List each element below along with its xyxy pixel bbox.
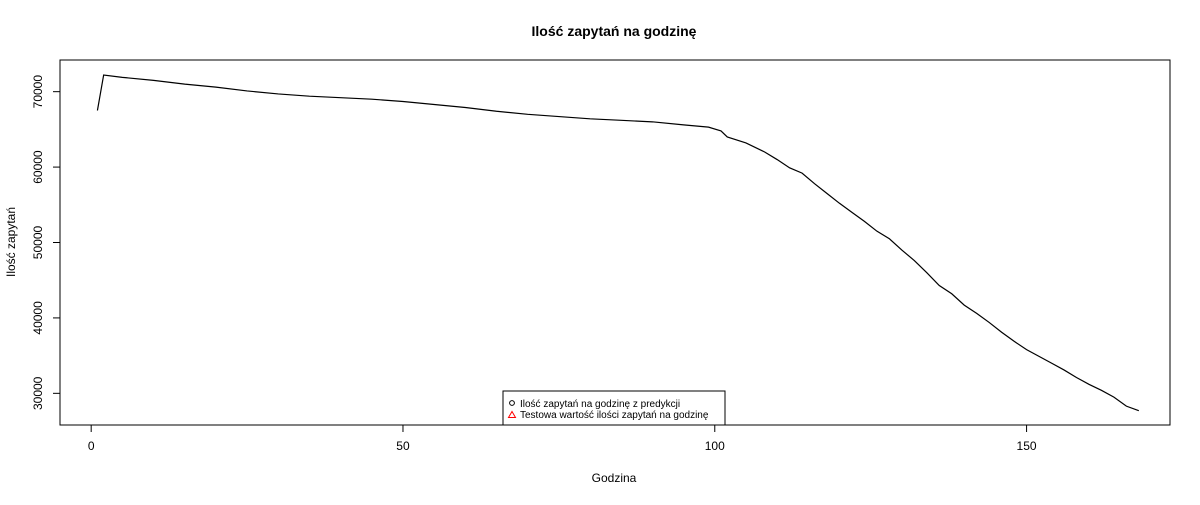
x-tick-label: 150 (1017, 439, 1037, 453)
legend-label-prediction: Ilość zapytań na godzinę z predykcji (520, 399, 680, 410)
y-axis-label: Ilość zapytań (4, 207, 18, 277)
chart-title: Ilość zapytań na godzinę (532, 23, 697, 39)
legend-triangle-icon (507, 410, 517, 418)
legend-circle-icon (509, 400, 515, 406)
y-tick-label: 50000 (31, 225, 45, 259)
x-tick-label: 50 (396, 439, 410, 453)
y-tick-label: 40000 (31, 301, 45, 335)
x-axis: 0 50 100 150 (88, 425, 1037, 453)
x-tick-label: 100 (705, 439, 725, 453)
legend: Ilość zapytań na godzinę z predykcji Tes… (502, 390, 726, 426)
x-axis-label: Godzina (592, 471, 637, 485)
legend-box (502, 390, 726, 426)
y-tick-label: 60000 (31, 150, 45, 184)
y-tick-label: 30000 (31, 376, 45, 410)
y-axis: 30000 40000 50000 60000 70000 (31, 75, 60, 410)
legend-label-test: Testowa wartość ilości zapytań na godzin… (520, 410, 709, 421)
y-tick-label: 70000 (31, 75, 45, 109)
series-line (96, 74, 1140, 412)
x-tick-label: 0 (88, 439, 95, 453)
